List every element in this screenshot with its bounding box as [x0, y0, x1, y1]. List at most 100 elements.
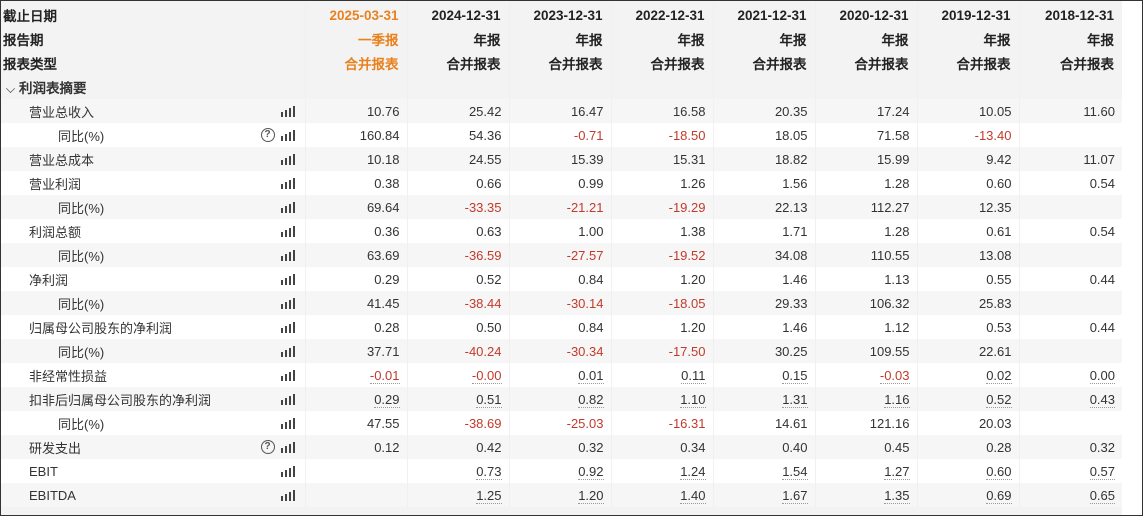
bar-chart-icon[interactable] [280, 298, 295, 309]
value-text[interactable]: 1.20 [578, 487, 604, 504]
header-type-cell: 合并报表 [814, 51, 917, 75]
table-row: 非经常性损益 -0.01 -0.00 0.01 0.11 0.15 -0.03 0.02 0.0… [1, 363, 1122, 387]
header-type-cell: 合并报表 [406, 51, 509, 75]
section-title-cell[interactable]: 利润表摘要 [1, 75, 306, 99]
value-text: 1.56 [782, 175, 808, 191]
value-text[interactable]: 0.73 [476, 463, 502, 480]
header-date-cell[interactable]: 2018-12-31 [1018, 1, 1122, 27]
value-text[interactable]: 0.02 [986, 367, 1012, 384]
value-text[interactable]: 0.51 [476, 391, 502, 408]
header-date-cell[interactable]: 2020-12-31 [814, 1, 917, 27]
header-date-cell[interactable]: 2024-12-31 [406, 1, 509, 27]
row-label-cell: 净利润 [1, 267, 306, 291]
value-text: 13.08 [978, 247, 1012, 263]
bar-chart-icon[interactable] [280, 202, 295, 213]
row-label-cell: 同比(%) [1, 291, 306, 315]
value-text[interactable]: 0.29 [374, 391, 400, 408]
bar-chart-icon[interactable] [280, 346, 295, 357]
value-text[interactable]: 1.24 [680, 463, 706, 480]
value-text[interactable]: 1.10 [680, 391, 706, 408]
value-cell: 17.24 [814, 99, 917, 123]
section-empty-cell [916, 75, 1019, 99]
value-cell: 0.15 [712, 363, 815, 387]
value-cell: 1.10 [610, 387, 713, 411]
value-text[interactable]: 0.65 [1089, 487, 1115, 504]
bar-chart-icon[interactable] [280, 466, 295, 477]
value-cell: 15.99 [814, 147, 917, 171]
header-period-cell: 年报 [712, 27, 815, 51]
value-text[interactable]: 0.60 [986, 463, 1012, 480]
bar-chart-icon[interactable] [280, 274, 295, 285]
value-text[interactable]: -0.03 [879, 367, 910, 384]
value-text[interactable]: 1.25 [476, 487, 502, 504]
help-icon[interactable]: ? [260, 440, 275, 454]
header-date-cell[interactable]: 2019-12-31 [916, 1, 1019, 27]
value-text[interactable]: 0.01 [578, 367, 604, 384]
empty-cell [713, 507, 815, 515]
bar-chart-icon[interactable] [280, 250, 295, 261]
value-cell: -17.50 [610, 339, 713, 363]
header-date-cell[interactable]: 2023-12-31 [508, 1, 611, 27]
section-empty-cell [508, 75, 611, 99]
value-cell: 1.67 [712, 483, 815, 507]
help-icon[interactable]: ? [260, 128, 275, 142]
value-text[interactable]: 0.15 [782, 367, 808, 384]
table-row: 同比(%) 37.71 -40.24 -30.34 -17.50 30.25 109.55 2… [1, 339, 1122, 363]
value-text[interactable]: 1.35 [884, 487, 910, 504]
value-text[interactable]: 0.57 [1089, 463, 1115, 480]
value-text: 0.54 [1089, 175, 1115, 191]
bar-chart-icon[interactable] [280, 178, 295, 189]
row-label-cell: 同比(%) [1, 243, 306, 267]
value-text[interactable]: 1.40 [680, 487, 706, 504]
bar-chart-icon[interactable] [280, 226, 295, 237]
value-text: 110.55 [870, 247, 910, 263]
value-text: 22.61 [978, 343, 1012, 359]
table-row: 同比(%) 47.55 -38.69 -25.03 -16.31 14.61 121.16 2… [1, 411, 1122, 435]
bar-chart-icon[interactable] [280, 442, 295, 453]
value-text[interactable]: 1.67 [782, 487, 808, 504]
value-text[interactable]: -0.01 [369, 367, 400, 384]
table-row: 研发支出? 0.12 0.42 0.32 0.34 0.40 0.45 0.28 0.32 [1, 435, 1122, 459]
bar-chart-icon[interactable] [280, 154, 295, 165]
value-text[interactable]: 1.16 [884, 391, 910, 408]
bar-chart-icon[interactable] [280, 394, 295, 405]
value-text: 0.36 [374, 223, 400, 239]
bar-chart-icon[interactable] [280, 130, 295, 141]
header-date-cell[interactable]: 2025-03-31 [304, 1, 407, 27]
header-date-cell[interactable]: 2022-12-31 [610, 1, 713, 27]
value-text[interactable]: 1.31 [782, 391, 808, 408]
row-label: 营业总收入 [29, 104, 95, 120]
value-cell [1018, 243, 1122, 267]
bar-chart-icon[interactable] [280, 322, 295, 333]
value-text[interactable]: 0.69 [986, 487, 1012, 504]
header-type-cell: 合并报表 [1018, 51, 1122, 75]
value-text[interactable]: 0.52 [986, 391, 1012, 408]
value-text[interactable]: 1.54 [782, 463, 808, 480]
bar-chart-icon[interactable] [280, 418, 295, 429]
value-text[interactable]: 0.92 [578, 463, 604, 480]
table-row: 利润总额 0.36 0.63 1.00 1.38 1.71 1.28 0.61 0.54 [1, 219, 1122, 243]
value-text[interactable]: 0.82 [578, 391, 604, 408]
value-text: -40.24 [464, 343, 502, 359]
value-cell [1018, 339, 1122, 363]
value-text[interactable]: -0.00 [471, 367, 502, 384]
bar-chart-icon[interactable] [280, 370, 295, 381]
value-text[interactable]: 0.11 [681, 367, 706, 384]
value-text[interactable]: 0.43 [1089, 391, 1115, 408]
value-text[interactable]: 1.27 [884, 463, 910, 480]
value-cell: 29.33 [712, 291, 815, 315]
value-text: 0.29 [374, 271, 400, 287]
value-cell: 0.53 [916, 315, 1019, 339]
section-income-summary[interactable]: 利润表摘要 [1, 75, 1122, 99]
header-date-cell[interactable]: 2021-12-31 [712, 1, 815, 27]
value-cell: -33.35 [406, 195, 509, 219]
value-text: -18.05 [668, 295, 706, 311]
bar-chart-icon[interactable] [280, 106, 295, 117]
table-row: 同比(%)? 160.84 54.36 -0.71 -18.50 18.05 71.58 -1… [1, 123, 1122, 147]
value-cell: 25.83 [916, 291, 1019, 315]
value-cell: 20.03 [916, 411, 1019, 435]
bar-chart-icon[interactable] [280, 490, 295, 501]
chevron-down-icon[interactable] [6, 83, 15, 93]
value-text[interactable]: 0.00 [1089, 367, 1115, 384]
empty-cell [611, 507, 713, 515]
